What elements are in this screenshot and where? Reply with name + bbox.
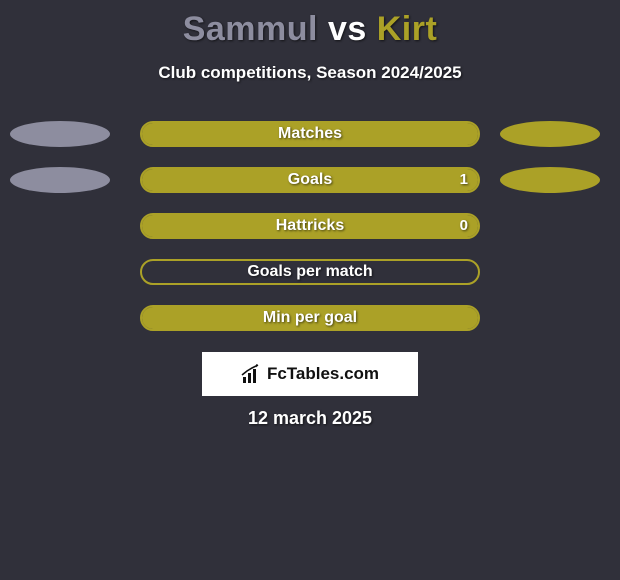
stat-rows: Matches Goals1 Hattricks0 Goals per match Mi… — [0, 121, 620, 331]
logo: FcTables.com — [241, 363, 379, 385]
stat-bar: Min per goal — [140, 305, 480, 331]
stat-label: Min per goal — [142, 307, 478, 329]
stat-label: Goals — [142, 169, 478, 191]
stat-label: Matches — [142, 123, 478, 145]
player2-pill — [500, 121, 600, 147]
stat-label: Hattricks — [142, 215, 478, 237]
stat-row: Hattricks0 — [0, 213, 620, 239]
stat-row: Goals per match — [0, 259, 620, 285]
stat-row: Min per goal — [0, 305, 620, 331]
stat-value-right: 0 — [460, 215, 468, 237]
date: 12 march 2025 — [0, 408, 620, 429]
player1-pill — [10, 121, 110, 147]
page-title: Sammul vs Kirt — [0, 0, 620, 49]
player2-pill — [500, 167, 600, 193]
stat-bar: Goals1 — [140, 167, 480, 193]
chart-ascending-icon — [241, 363, 263, 385]
player1-pill — [10, 167, 110, 193]
stat-bar: Goals per match — [140, 259, 480, 285]
subtitle: Club competitions, Season 2024/2025 — [0, 63, 620, 83]
player2-name: Kirt — [377, 10, 438, 48]
stat-bar: Matches — [140, 121, 480, 147]
player1-name: Sammul — [183, 10, 318, 48]
stat-row: Goals1 — [0, 167, 620, 193]
logo-box[interactable]: FcTables.com — [202, 352, 418, 396]
comparison-widget: Sammul vs Kirt Club competitions, Season… — [0, 0, 620, 580]
logo-text: FcTables.com — [267, 364, 379, 384]
stat-bar: Hattricks0 — [140, 213, 480, 239]
stat-row: Matches — [0, 121, 620, 147]
vs-label: vs — [328, 10, 367, 48]
stat-value-right: 1 — [460, 169, 468, 191]
stat-label: Goals per match — [142, 261, 478, 283]
